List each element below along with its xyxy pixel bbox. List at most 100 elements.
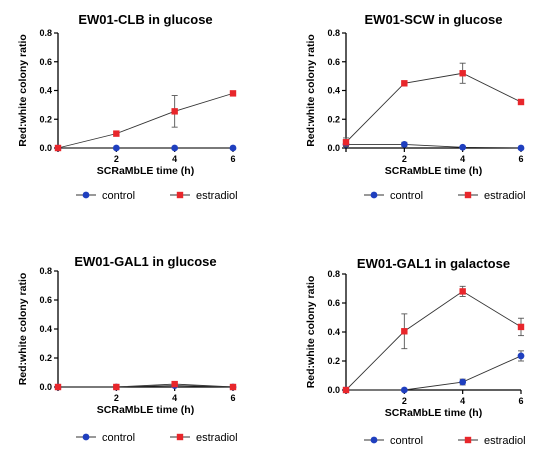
legend-label-control: control bbox=[390, 190, 423, 202]
legend-marker-control bbox=[82, 433, 90, 441]
y-tick-label: 0.6 bbox=[39, 295, 52, 305]
y-tick-label: 0.4 bbox=[39, 324, 52, 334]
data-point bbox=[401, 328, 408, 335]
series-line bbox=[58, 383, 234, 388]
data-point bbox=[459, 288, 466, 295]
data-point bbox=[400, 386, 408, 394]
y-tick-label: 0.2 bbox=[327, 114, 340, 124]
x-tick-label: 6 bbox=[518, 154, 523, 164]
y-tick-label: 0.4 bbox=[39, 86, 52, 96]
data-point bbox=[517, 98, 525, 106]
y-tick-label: 0.4 bbox=[327, 327, 340, 337]
legend: control estradiol bbox=[76, 190, 238, 202]
chart-title: EW01-GAL1 in glucose bbox=[74, 254, 216, 269]
data-point bbox=[459, 378, 467, 386]
legend-label-control: control bbox=[102, 190, 135, 202]
y-axis-label: Red:white colony ratio bbox=[17, 273, 29, 386]
x-tick-label: 4 bbox=[460, 154, 465, 164]
series-line bbox=[57, 92, 234, 149]
data-point bbox=[401, 80, 408, 87]
x-tick-label: 4 bbox=[172, 154, 177, 164]
x-axis-label: SCRaMbLE time (h) bbox=[385, 407, 482, 419]
data-point bbox=[459, 143, 467, 151]
x-tick-label: 2 bbox=[402, 154, 407, 164]
data-point bbox=[517, 352, 525, 360]
legend-label-estradiol: estradiol bbox=[196, 432, 238, 444]
data-point bbox=[517, 323, 525, 331]
data-point bbox=[171, 380, 178, 388]
y-axis-label: Red:white colony ratio bbox=[17, 34, 29, 147]
legend-marker-estradiol bbox=[176, 433, 184, 441]
legend-label-control: control bbox=[390, 435, 423, 447]
x-tick-label: 2 bbox=[114, 154, 119, 164]
data-point bbox=[342, 386, 350, 394]
x-tick-label: 6 bbox=[230, 154, 235, 164]
legend-label-estradiol: estradiol bbox=[484, 190, 526, 202]
y-tick-label: 0.6 bbox=[327, 298, 340, 308]
series-estradiol bbox=[54, 90, 237, 152]
series-control bbox=[54, 144, 237, 152]
y-tick-label: 0.8 bbox=[327, 269, 340, 279]
chart-panel-3: EW01-GAL1 in glucose 0.0 0.2 0.4 0.6 0.8 2 4 6 SC… bbox=[17, 254, 238, 444]
y-tick-label: 0.4 bbox=[327, 86, 340, 96]
data-point bbox=[229, 90, 237, 97]
series-line bbox=[346, 355, 522, 391]
legend: control estradiol bbox=[364, 190, 526, 202]
y-tick-label: 0.2 bbox=[39, 353, 52, 363]
legend-marker-control bbox=[370, 436, 378, 444]
x-tick-label: 4 bbox=[460, 396, 465, 406]
legend-marker-estradiol bbox=[176, 191, 184, 199]
data-point bbox=[54, 144, 62, 152]
series-estradiol bbox=[342, 285, 525, 394]
series-control bbox=[342, 141, 525, 152]
series-control bbox=[54, 382, 237, 391]
y-tick-label: 0.6 bbox=[39, 57, 52, 67]
data-point bbox=[113, 383, 120, 391]
x-tick-label: 4 bbox=[172, 393, 177, 403]
series-control bbox=[342, 350, 525, 394]
y-tick-label: 0.0 bbox=[39, 143, 52, 153]
data-point bbox=[229, 144, 237, 152]
data-point bbox=[171, 108, 178, 115]
legend-label-estradiol: estradiol bbox=[484, 435, 526, 447]
legend-label-control: control bbox=[102, 432, 135, 444]
data-point bbox=[400, 141, 408, 148]
data-point bbox=[517, 144, 525, 152]
series-estradiol bbox=[54, 380, 237, 391]
y-axis-label: Red:white colony ratio bbox=[305, 276, 317, 389]
series-estradiol bbox=[342, 62, 525, 148]
legend-marker-estradiol bbox=[464, 436, 472, 444]
series-line bbox=[345, 290, 522, 391]
series-line bbox=[346, 143, 522, 149]
series-line bbox=[345, 72, 522, 143]
x-tick-label: 6 bbox=[518, 396, 523, 406]
x-axis-label: SCRaMbLE time (h) bbox=[385, 165, 482, 177]
data-point bbox=[171, 144, 179, 152]
data-point bbox=[342, 139, 350, 146]
data-point bbox=[112, 144, 120, 152]
chart-title: EW01-GAL1 in galactose bbox=[357, 256, 510, 271]
x-tick-label: 2 bbox=[114, 393, 119, 403]
y-tick-label: 0.2 bbox=[39, 114, 52, 124]
x-tick-label: 2 bbox=[402, 396, 407, 406]
chart-panel-1: EW01-CLB in glucose 0.0 0.2 0.4 0.6 0.8 2 4 6 SCR… bbox=[17, 12, 238, 202]
y-tick-label: 0.8 bbox=[39, 28, 52, 38]
legend-label-estradiol: estradiol bbox=[196, 190, 238, 202]
x-axis-label: SCRaMbLE time (h) bbox=[97, 165, 194, 177]
y-tick-label: 0.0 bbox=[39, 382, 52, 392]
data-point bbox=[459, 70, 466, 77]
data-point bbox=[113, 130, 120, 137]
x-axis-label: SCRaMbLE time (h) bbox=[97, 404, 194, 416]
data-point bbox=[229, 383, 237, 391]
y-tick-label: 0.2 bbox=[327, 356, 340, 366]
chart-title: EW01-CLB in glucose bbox=[78, 12, 212, 27]
legend: control estradiol bbox=[364, 435, 526, 447]
x-tick-label: 6 bbox=[230, 393, 235, 403]
chart-panel-4: EW01-GAL1 in galactose 0.0 0.2 0.4 0.6 0.8 2 4 6… bbox=[305, 256, 526, 447]
y-tick-label: 0.0 bbox=[327, 143, 340, 153]
legend-marker-estradiol bbox=[464, 191, 472, 199]
data-point bbox=[54, 383, 62, 391]
chart-title: EW01-SCW in glucose bbox=[365, 12, 503, 27]
y-tick-label: 0.8 bbox=[39, 266, 52, 276]
